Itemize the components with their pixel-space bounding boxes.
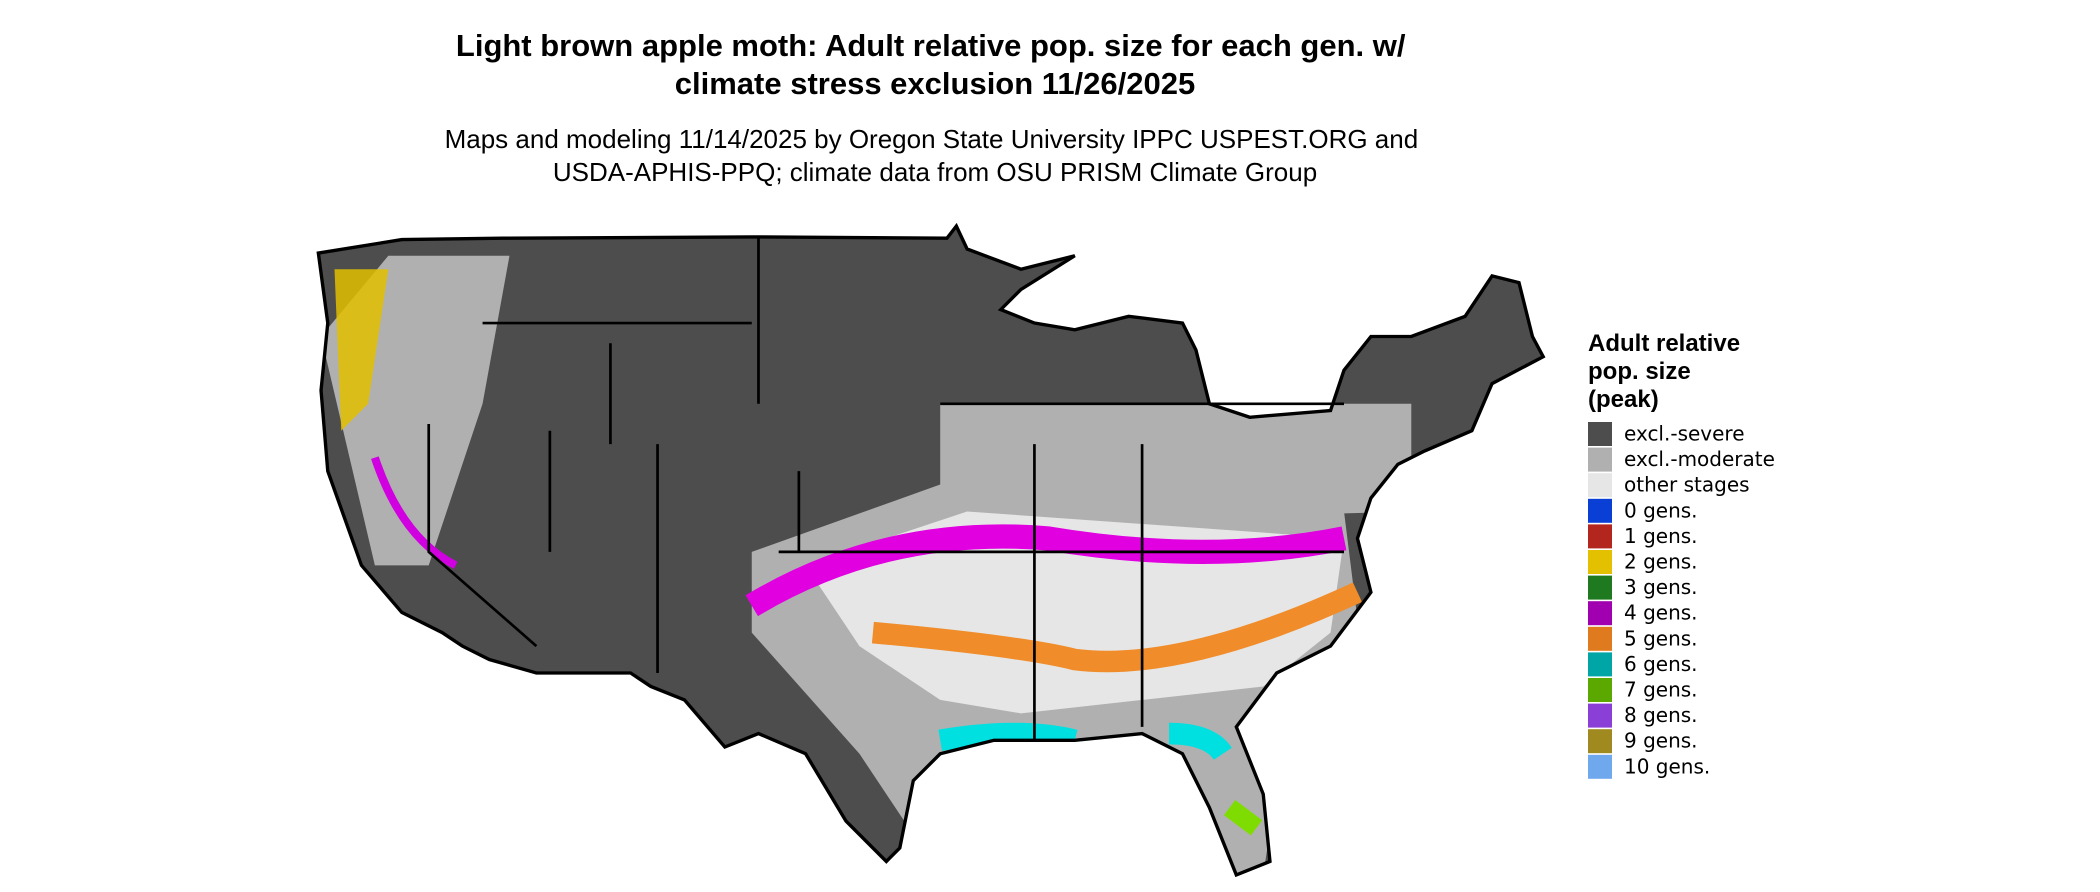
- legend-swatch: [1588, 626, 1612, 651]
- title-line: climate stress exclusion 11/26/2025: [675, 66, 1195, 101]
- legend-title-line: Adult relative: [1588, 330, 1740, 357]
- legend-swatch: [1588, 575, 1612, 600]
- legend-title-line: (peak): [1588, 386, 1659, 413]
- legend-label: 6 gens.: [1624, 652, 1698, 676]
- legend-title-line: pop. size: [1588, 358, 1691, 385]
- legend-label: 2 gens.: [1624, 550, 1698, 574]
- legend-label: 4 gens.: [1624, 601, 1698, 625]
- legend-label: 5 gens.: [1624, 626, 1698, 650]
- legend-swatch: [1588, 422, 1612, 446]
- legend-swatch: [1588, 754, 1612, 779]
- subtitle-line: Maps and modeling 11/14/2025 by Oregon S…: [445, 124, 1419, 154]
- us-map: [316, 224, 1545, 877]
- legend-label: 0 gens.: [1624, 498, 1698, 522]
- title-line: Light brown apple moth: Adult relative p…: [456, 28, 1406, 63]
- legend-swatch: [1588, 601, 1612, 626]
- legend-label: excl.-severe: [1624, 422, 1745, 446]
- legend-swatch: [1588, 550, 1612, 574]
- legend-label: 10 gens.: [1624, 754, 1710, 778]
- legend-title: Adult relative pop. size (peak): [1588, 330, 1747, 413]
- subtitle: Maps and modeling 11/14/2025 by Oregon S…: [445, 124, 1426, 187]
- legend-swatch: [1588, 447, 1612, 472]
- legend-label: other stages: [1624, 473, 1750, 497]
- legend-label: 8 gens.: [1624, 703, 1698, 727]
- legend-swatch: [1588, 652, 1612, 677]
- legend-label: 9 gens.: [1624, 729, 1698, 753]
- legend-label: 3 gens.: [1624, 575, 1698, 599]
- legend-swatch: [1588, 678, 1612, 702]
- legend-swatch: [1588, 703, 1612, 728]
- legend-swatch: [1588, 473, 1612, 498]
- legend-label: 7 gens.: [1624, 678, 1698, 702]
- title: Light brown apple moth: Adult relative p…: [456, 28, 1414, 101]
- legend-swatch: [1588, 524, 1612, 549]
- legend-swatch: [1588, 498, 1612, 523]
- legend-swatch: [1588, 729, 1612, 754]
- legend-label: 1 gens.: [1624, 524, 1698, 548]
- subtitle-line: USDA-APHIS-PPQ; climate data from OSU PR…: [553, 157, 1317, 187]
- legend-label: excl.-moderate: [1624, 447, 1775, 471]
